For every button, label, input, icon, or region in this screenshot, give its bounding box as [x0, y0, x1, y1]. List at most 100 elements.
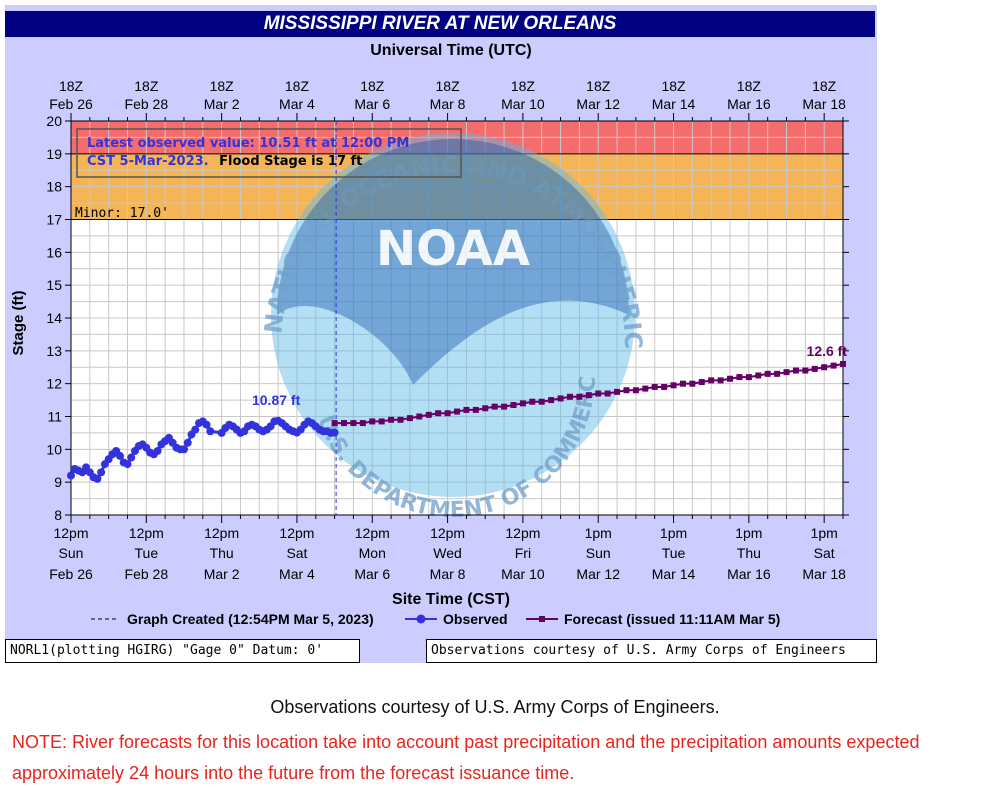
forecast-point	[425, 411, 432, 418]
observations-credit-box: Observations courtesy of U.S. Army Corps…	[426, 639, 877, 663]
legend-graph-created: Graph Created (12:54PM Mar 5, 2023)	[127, 611, 374, 627]
top-tick-label: 18Z	[586, 78, 611, 94]
forecast-point	[341, 420, 348, 427]
forecast-point	[548, 397, 555, 404]
y-tick-label: 12	[46, 376, 62, 392]
x-tick-label: Sun	[586, 545, 611, 561]
y-tick-label: 19	[46, 146, 62, 162]
forecast-point	[529, 398, 536, 405]
x-tick-label: Mon	[359, 545, 386, 561]
top-tick-label: Mar 16	[727, 96, 771, 112]
x-tick-label: 1pm	[735, 525, 762, 541]
forecast-point	[679, 380, 686, 387]
x-tick-label: Mar 2	[204, 566, 240, 582]
x-tick-label: Mar 4	[279, 566, 315, 582]
x-tick-label: Mar 8	[430, 566, 466, 582]
x-tick-label: 12pm	[204, 525, 239, 541]
x-tick-label: Wed	[433, 545, 462, 561]
svg-text:CST 5-Mar-2023. Flood: CST 5-Mar-2023. Flood Stage is 17 ft	[87, 154, 362, 169]
forecast-point	[830, 362, 837, 369]
forecast-point	[510, 402, 517, 409]
observed-point	[179, 445, 188, 454]
top-tick-label: Mar 12	[576, 96, 620, 112]
forecast-point	[670, 382, 677, 389]
x-axis-label: Site Time (CST)	[392, 591, 510, 608]
top-tick-label: Mar 6	[354, 96, 390, 112]
observed-point	[97, 468, 106, 477]
forecast-point	[491, 403, 498, 410]
x-tick-label: 12pm	[505, 525, 540, 541]
observed-point	[123, 460, 132, 469]
top-tick-label: 18Z	[436, 78, 461, 94]
watermark-logo-text: NOAA	[376, 221, 530, 277]
y-tick-label: 20	[46, 113, 62, 129]
y-tick-label: 17	[46, 212, 62, 228]
top-tick-label: 18Z	[134, 78, 159, 94]
observed-point	[183, 438, 192, 447]
x-tick-label: Mar 6	[354, 566, 390, 582]
forecast-point	[566, 393, 573, 400]
forecast-point	[755, 372, 762, 379]
gage-datum-info: NORL1(plotting HGIRG) "Gage 0" Datum: 0'	[5, 639, 360, 663]
forecast-point	[708, 377, 715, 384]
forecast-point	[463, 406, 470, 413]
forecast-point	[811, 365, 818, 372]
observed-peak-label: 10.87 ft	[252, 392, 301, 408]
x-tick-label: Fri	[515, 545, 531, 561]
info-line-1: Latest observed value: 10.51 ft at 12:00…	[87, 136, 409, 151]
top-axis-title: Universal Time (UTC)	[370, 42, 532, 59]
legend-observed: Observed	[443, 611, 508, 627]
forecast-point	[764, 370, 771, 377]
top-tick-label: 18Z	[661, 78, 686, 94]
top-tick-label: 18Z	[737, 78, 762, 94]
forecast-note: NOTE: River forecasts for this location …	[12, 732, 920, 783]
forecast-point	[632, 387, 639, 394]
forecast-point	[642, 385, 649, 392]
forecast-point	[698, 379, 705, 386]
x-tick-label: 12pm	[279, 525, 314, 541]
x-tick-label: 1pm	[585, 525, 612, 541]
forecast-point	[661, 383, 668, 390]
top-tick-label: 18Z	[812, 78, 837, 94]
observed-point	[191, 425, 200, 434]
forecast-point	[792, 367, 799, 374]
forecast-point	[350, 420, 357, 427]
forecast-point	[435, 410, 442, 417]
x-tick-label: Feb 26	[49, 566, 93, 582]
x-tick-label: 12pm	[430, 525, 465, 541]
legend-forecast: Forecast (issued 11:11AM Mar 5)	[564, 611, 780, 627]
forecast-point	[501, 403, 508, 410]
forecast-point	[717, 377, 724, 384]
forecast-point	[840, 360, 846, 367]
x-tick-label: Sat	[286, 545, 307, 561]
y-tick-label: 16	[46, 244, 62, 260]
forecast-point	[472, 406, 479, 413]
info-line-2-flood-stage: Flood Stage is 17 ft	[219, 154, 362, 169]
y-tick-label: 18	[46, 179, 62, 195]
observed-point	[330, 428, 339, 437]
observed-point	[206, 427, 215, 436]
top-tick-label: 18Z	[360, 78, 385, 94]
forecast-point	[774, 370, 781, 377]
legend-observed-marker	[416, 614, 426, 624]
data-series: 10.87 ft 12.6 ft	[67, 121, 847, 515]
forecast-point	[821, 364, 828, 371]
top-tick-label: 18Z	[285, 78, 310, 94]
x-tick-label: 1pm	[660, 525, 687, 541]
forecast-point	[689, 380, 696, 387]
y-axis-label: Stage (ft)	[10, 291, 27, 356]
top-tick-label: 18Z	[511, 78, 536, 94]
x-tick-label: Mar 18	[802, 566, 846, 582]
top-tick-label: Feb 28	[125, 96, 169, 112]
forecast-point	[454, 408, 460, 415]
y-tick-label: 13	[46, 343, 62, 359]
x-tick-label: 12pm	[129, 525, 164, 541]
x-tick-label: Tue	[135, 545, 159, 561]
top-tick-label: Mar 18	[802, 96, 846, 112]
x-tick-label: Mar 16	[727, 566, 771, 582]
observed-point	[202, 420, 211, 429]
y-tick-label: 10	[46, 441, 62, 457]
forecast-point	[369, 418, 376, 425]
forecast-point	[651, 383, 658, 390]
chart-title: MISSISSIPPI RIVER AT NEW ORLEANS	[5, 11, 875, 37]
